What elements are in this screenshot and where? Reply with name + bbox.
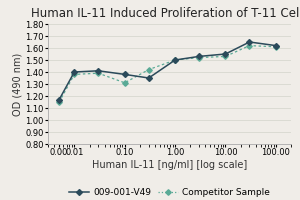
Competitor Sample: [73, 73, 76, 76]
009-001-V49: [248, 41, 251, 43]
Competitor Sample: [224, 55, 227, 58]
009-001-V49: [147, 77, 151, 79]
Competitor Sample: [274, 46, 278, 48]
Competitor Sample: [123, 82, 127, 84]
Competitor Sample: [97, 72, 100, 74]
009-001-V49: [173, 59, 177, 61]
Title: Human IL-11 Induced Proliferation of T-11 Cells: Human IL-11 Induced Proliferation of T-1…: [31, 7, 300, 20]
Legend: 009-001-V49, Competitor Sample: 009-001-V49, Competitor Sample: [66, 185, 273, 200]
Competitor Sample: [147, 68, 151, 71]
Line: 009-001-V49: 009-001-V49: [57, 40, 278, 102]
009-001-V49: [73, 71, 76, 73]
Line: Competitor Sample: Competitor Sample: [57, 44, 278, 104]
X-axis label: Human IL-11 [ng/ml] [log scale]: Human IL-11 [ng/ml] [log scale]: [92, 160, 247, 170]
009-001-V49: [274, 44, 278, 47]
009-001-V49: [123, 73, 127, 76]
Competitor Sample: [197, 56, 201, 59]
Competitor Sample: [248, 44, 251, 47]
Competitor Sample: [57, 101, 61, 103]
009-001-V49: [97, 70, 100, 72]
009-001-V49: [224, 53, 227, 55]
Competitor Sample: [173, 59, 177, 61]
009-001-V49: [197, 55, 201, 58]
009-001-V49: [57, 98, 61, 101]
Y-axis label: OD (490 nm): OD (490 nm): [13, 52, 22, 116]
